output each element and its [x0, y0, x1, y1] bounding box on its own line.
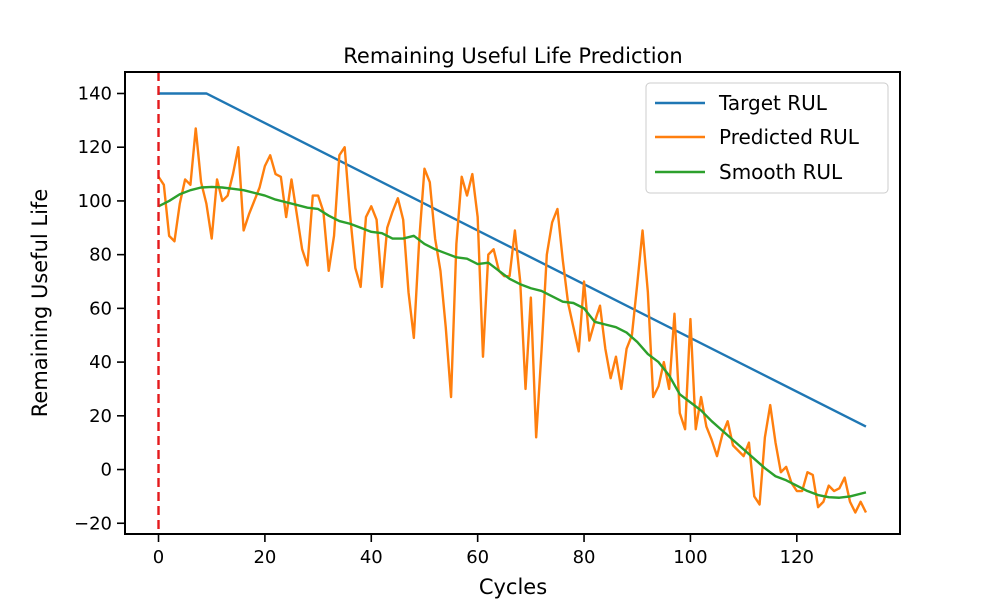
x-axis-label: Cycles — [479, 575, 547, 599]
x-tick-label: 60 — [466, 547, 489, 568]
series-line-predicted-rul — [157, 127, 868, 514]
x-tick-label: 80 — [573, 547, 596, 568]
x-tick-label: 20 — [253, 547, 276, 568]
ticks-layer: 0 20 40 60 80 100 120 −20 0 20 40 60 80 100 120 140 — [74, 83, 814, 568]
y-tick-label: 80 — [89, 245, 112, 266]
legend-box — [645, 82, 889, 194]
legend: Target RUL Predicted RUL Smooth RUL — [645, 82, 889, 194]
y-tick-label: 40 — [89, 352, 112, 373]
series-line-smooth-rul — [157, 185, 867, 499]
legend-label-smooth: Smooth RUL — [719, 160, 843, 184]
x-tick-label: 40 — [360, 547, 383, 568]
plot-frame — [124, 71, 901, 535]
y-axis-label: Remaining Useful Life — [28, 189, 52, 417]
x-tick-label: 120 — [780, 547, 814, 568]
legend-label-target: Target RUL — [718, 91, 828, 115]
chart-title: Remaining Useful Life Prediction — [343, 44, 682, 68]
series-layer — [157, 72, 868, 534]
y-tick-label: 0 — [101, 460, 112, 481]
y-tick-label: 20 — [89, 406, 112, 427]
y-tick-label: 60 — [89, 298, 112, 319]
series-line-target-rul — [158, 92, 867, 428]
y-tick-label: 120 — [78, 137, 112, 158]
y-tick-label: −20 — [74, 513, 112, 534]
x-tick-label: 0 — [153, 547, 164, 568]
y-tick-label: 100 — [78, 191, 112, 212]
x-tick-label: 100 — [673, 547, 707, 568]
legend-label-predicted: Predicted RUL — [719, 125, 860, 149]
y-tick-label: 140 — [78, 83, 112, 104]
